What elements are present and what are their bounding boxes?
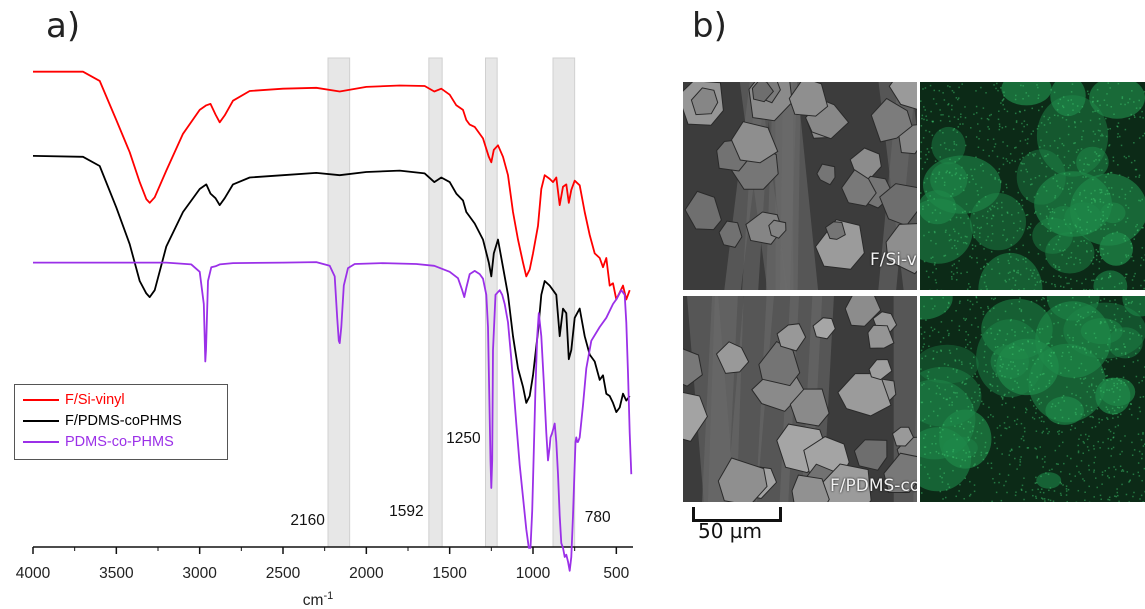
legend-label: PDMS-co-PHMS <box>65 434 174 450</box>
x-tick-label: 3000 <box>182 565 217 582</box>
scale-bar <box>692 507 782 522</box>
legend-swatch <box>23 441 59 443</box>
band-annotation: 1592 <box>389 503 423 520</box>
legend-entry: PDMS-co-PHMS <box>15 433 174 451</box>
sem-texture <box>683 82 917 290</box>
sem-texture <box>683 296 917 502</box>
eds-map-si-vinyl <box>920 82 1145 290</box>
series-line-1 <box>32 155 631 414</box>
highlight-band <box>428 57 443 548</box>
sem-image-pdms-co-phms: F/PDMS-co-PHMS <box>683 296 917 502</box>
panel-label-a: a) <box>46 6 81 46</box>
band-annotation: 2160 <box>290 512 325 529</box>
panel-label-b: b) <box>692 6 727 46</box>
micrograph-panel: F/Si-vinyl F/PDMS-co-PHMS <box>683 82 1145 502</box>
highlight-band <box>327 57 351 548</box>
x-tick-label: 1500 <box>432 565 467 582</box>
band-annotation: 1250 <box>446 430 481 447</box>
band-annotation: 780 <box>585 509 611 526</box>
chart-legend: F/Si-vinyl F/PDMS-coPHMS PDMS-co-PHMS <box>14 384 228 460</box>
x-tick-label: 2000 <box>349 565 384 582</box>
x-tick-label: 1000 <box>516 565 551 582</box>
eds-map-pdms-co-phms <box>920 296 1145 502</box>
legend-entry: F/PDMS-coPHMS <box>15 412 182 430</box>
x-tick-label: 2500 <box>266 565 301 582</box>
legend-swatch <box>23 399 59 401</box>
eds-texture <box>920 296 1145 502</box>
series-line-2 <box>33 261 633 572</box>
series-line-0 <box>33 70 631 301</box>
legend-swatch <box>23 420 59 422</box>
x-tick-label: 500 <box>603 565 629 582</box>
legend-entry: F/Si-vinyl <box>15 391 125 409</box>
legend-label: F/Si-vinyl <box>65 392 125 408</box>
eds-texture <box>920 82 1145 290</box>
scale-bar-label: 50 µm <box>698 519 763 543</box>
sem-image-si-vinyl: F/Si-vinyl <box>683 82 917 290</box>
sample-label: F/Si-vinyl <box>870 250 917 270</box>
legend-label: F/PDMS-coPHMS <box>65 413 182 429</box>
sample-label: F/PDMS-co-PHMS <box>830 476 917 496</box>
x-tick-label: 3500 <box>99 565 134 582</box>
x-tick-label: 4000 <box>16 565 51 582</box>
x-axis-title: cm-1 <box>303 590 333 609</box>
